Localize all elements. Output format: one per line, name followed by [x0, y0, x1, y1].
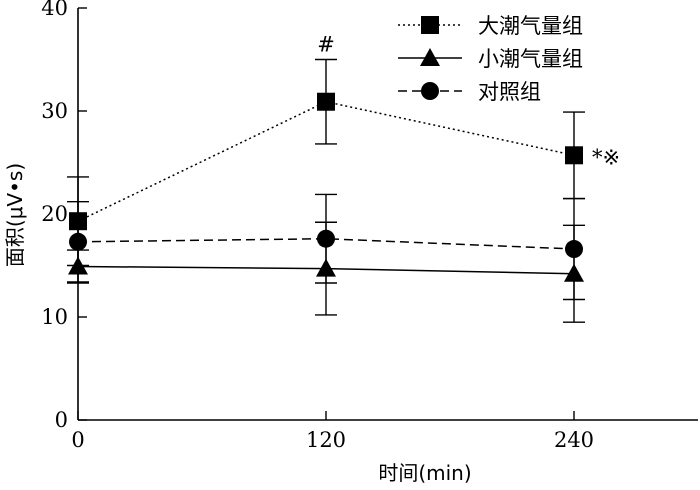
legend-item-0: 大潮气量组 — [398, 14, 583, 38]
y-tick-label: 20 — [41, 202, 68, 226]
legend-item-1: 小潮气量组 — [398, 47, 583, 71]
legend-label: 大潮气量组 — [478, 14, 583, 38]
legend-item-2: 对照组 — [398, 80, 541, 104]
x-tick-label: 240 — [554, 428, 594, 452]
legend-marker-square — [421, 16, 439, 34]
y-tick-label: 10 — [41, 305, 68, 329]
annotation-mark: # — [317, 33, 335, 57]
data-point-square — [317, 92, 335, 111]
y-axis-title: 面积(μV•s) — [3, 163, 27, 267]
legend-label: 小潮气量组 — [478, 47, 583, 71]
data-point-circle — [317, 229, 335, 248]
chart-axes: 0 10 20 30 40 0 120 240 — [41, 0, 698, 452]
series-line — [77, 237, 575, 250]
x-tick-label: 0 — [71, 428, 84, 452]
y-tick-label: 0 — [55, 408, 68, 432]
legend-marker-circle — [421, 82, 439, 100]
data-point-circle — [565, 240, 583, 259]
data-point-square — [565, 146, 583, 165]
legend-marker-triangle — [420, 48, 440, 66]
y-tick-label: 40 — [41, 0, 68, 20]
x-axis-title: 时间(min) — [378, 461, 471, 485]
y-tick-label: 30 — [41, 99, 68, 123]
series-2 — [67, 193, 585, 301]
annotations: # *※ — [317, 33, 620, 170]
series-layer — [67, 58, 585, 323]
x-tick-label: 120 — [306, 428, 346, 452]
legend-label: 对照组 — [478, 80, 541, 104]
data-point-circle — [69, 232, 87, 251]
annotation-mark: *※ — [592, 145, 620, 169]
